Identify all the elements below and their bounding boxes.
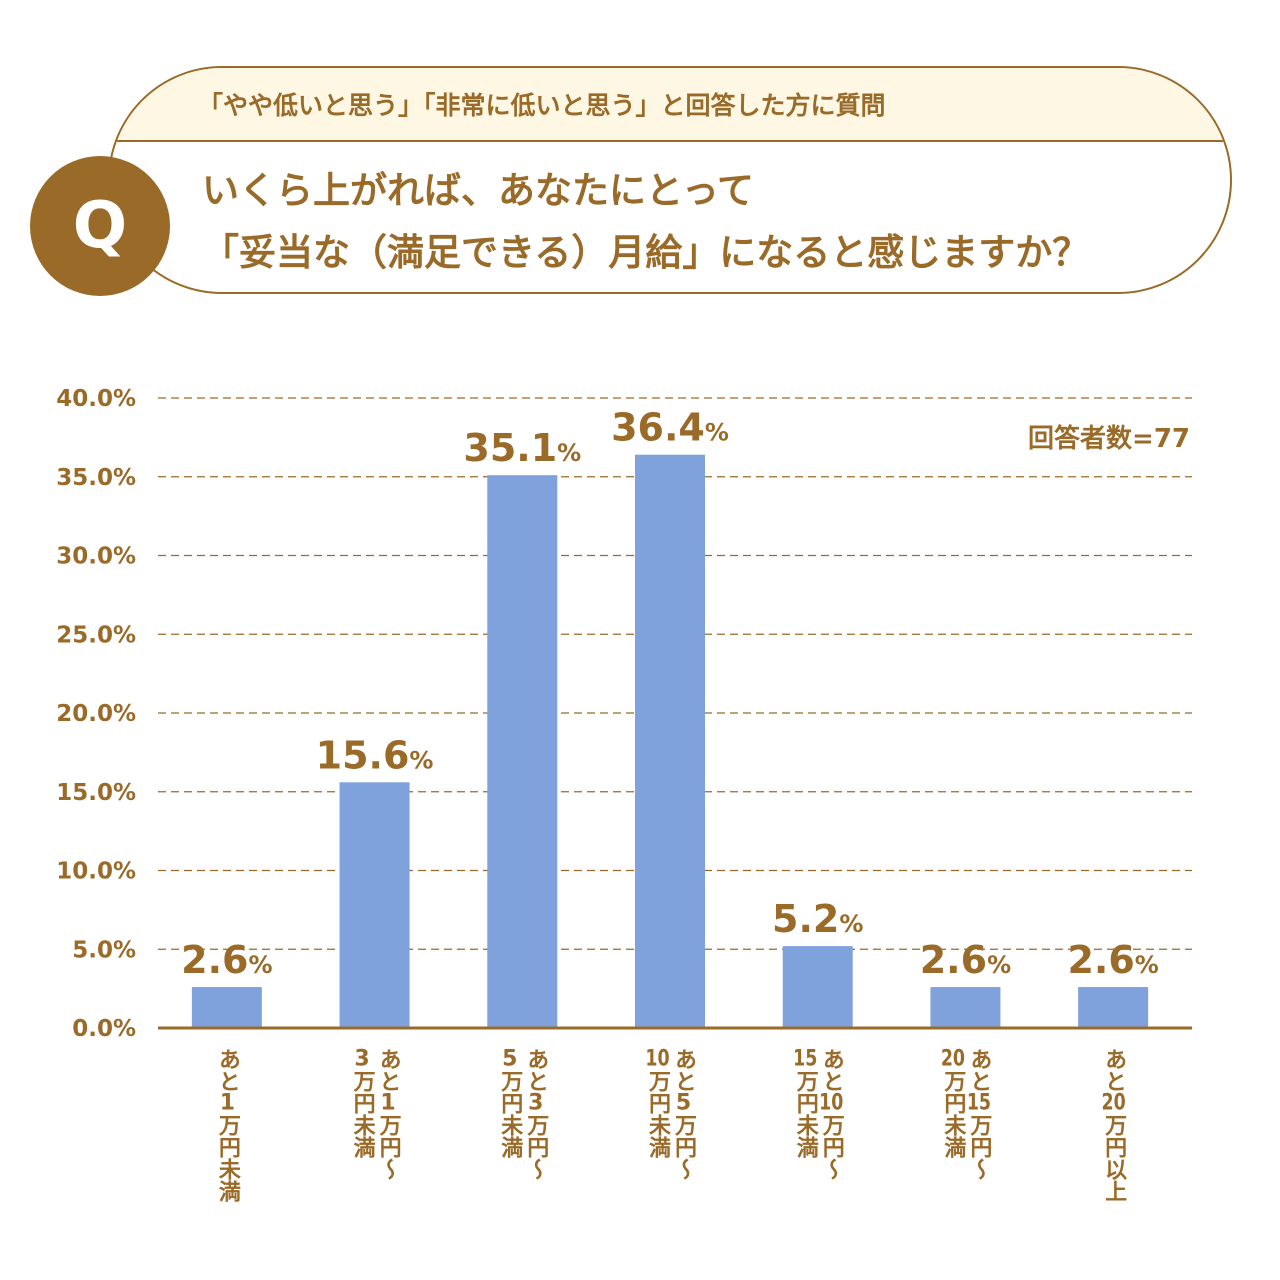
x-tick-label: あと3万円～ 5万円未満 (497, 1048, 549, 1180)
question-subtitle: 「やや低いと思う」「非常に低いと思う」と回答した方に質問 (198, 91, 886, 120)
question-line-2: 「妥当な（満足できる）月給」になると感じますか？ (202, 231, 1090, 274)
question-line-1: いくら上がれば、あなたにとって (202, 169, 755, 212)
data-label: 2.6% (1067, 938, 1158, 982)
x-tick-label: あと15万円～ 20万円未満 (940, 1048, 992, 1180)
y-tick-label: 0.0% (72, 1016, 136, 1042)
x-tick-label: あと1万円～ 3万円未満 (349, 1048, 401, 1180)
data-label: 36.4% (611, 406, 729, 450)
x-tick-label: あと1万円未満 (214, 1048, 240, 1202)
bar (930, 987, 1001, 1028)
respondent-count: 回答者数=77 (1028, 423, 1190, 454)
y-tick-label: 25.0% (56, 622, 136, 648)
bar (782, 946, 853, 1028)
banner-top (110, 68, 1230, 142)
bar (339, 782, 410, 1028)
data-label: 35.1% (463, 426, 581, 470)
data-label: 15.6% (316, 733, 434, 777)
y-tick-label: 40.0% (56, 386, 136, 412)
bar (635, 454, 705, 1028)
data-label: 2.6% (920, 938, 1011, 982)
q-badge: Q (30, 156, 170, 296)
x-tick-label: あと5万円～ 10万円未満 (645, 1048, 696, 1180)
bar (487, 475, 558, 1028)
data-label: 5.2% (772, 897, 863, 941)
y-tick-label: 5.0% (72, 937, 136, 963)
y-tick-label: 10.0% (56, 859, 136, 885)
x-tick-label: あと20万円以上 (1101, 1048, 1127, 1202)
y-tick-label: 35.0% (56, 465, 136, 491)
question-banner: 「やや低いと思う」「非常に低いと思う」と回答した方に質問 いくら上がれば、あなた… (108, 66, 1232, 294)
y-tick-label: 15.0% (56, 780, 136, 806)
bar (191, 987, 262, 1028)
y-tick-label: 30.0% (56, 544, 136, 570)
x-tick-label: あと10万円～ 15万円未満 (792, 1048, 844, 1180)
bar (1078, 987, 1149, 1028)
y-tick-label: 20.0% (56, 701, 136, 727)
data-label: 2.6% (181, 938, 272, 982)
